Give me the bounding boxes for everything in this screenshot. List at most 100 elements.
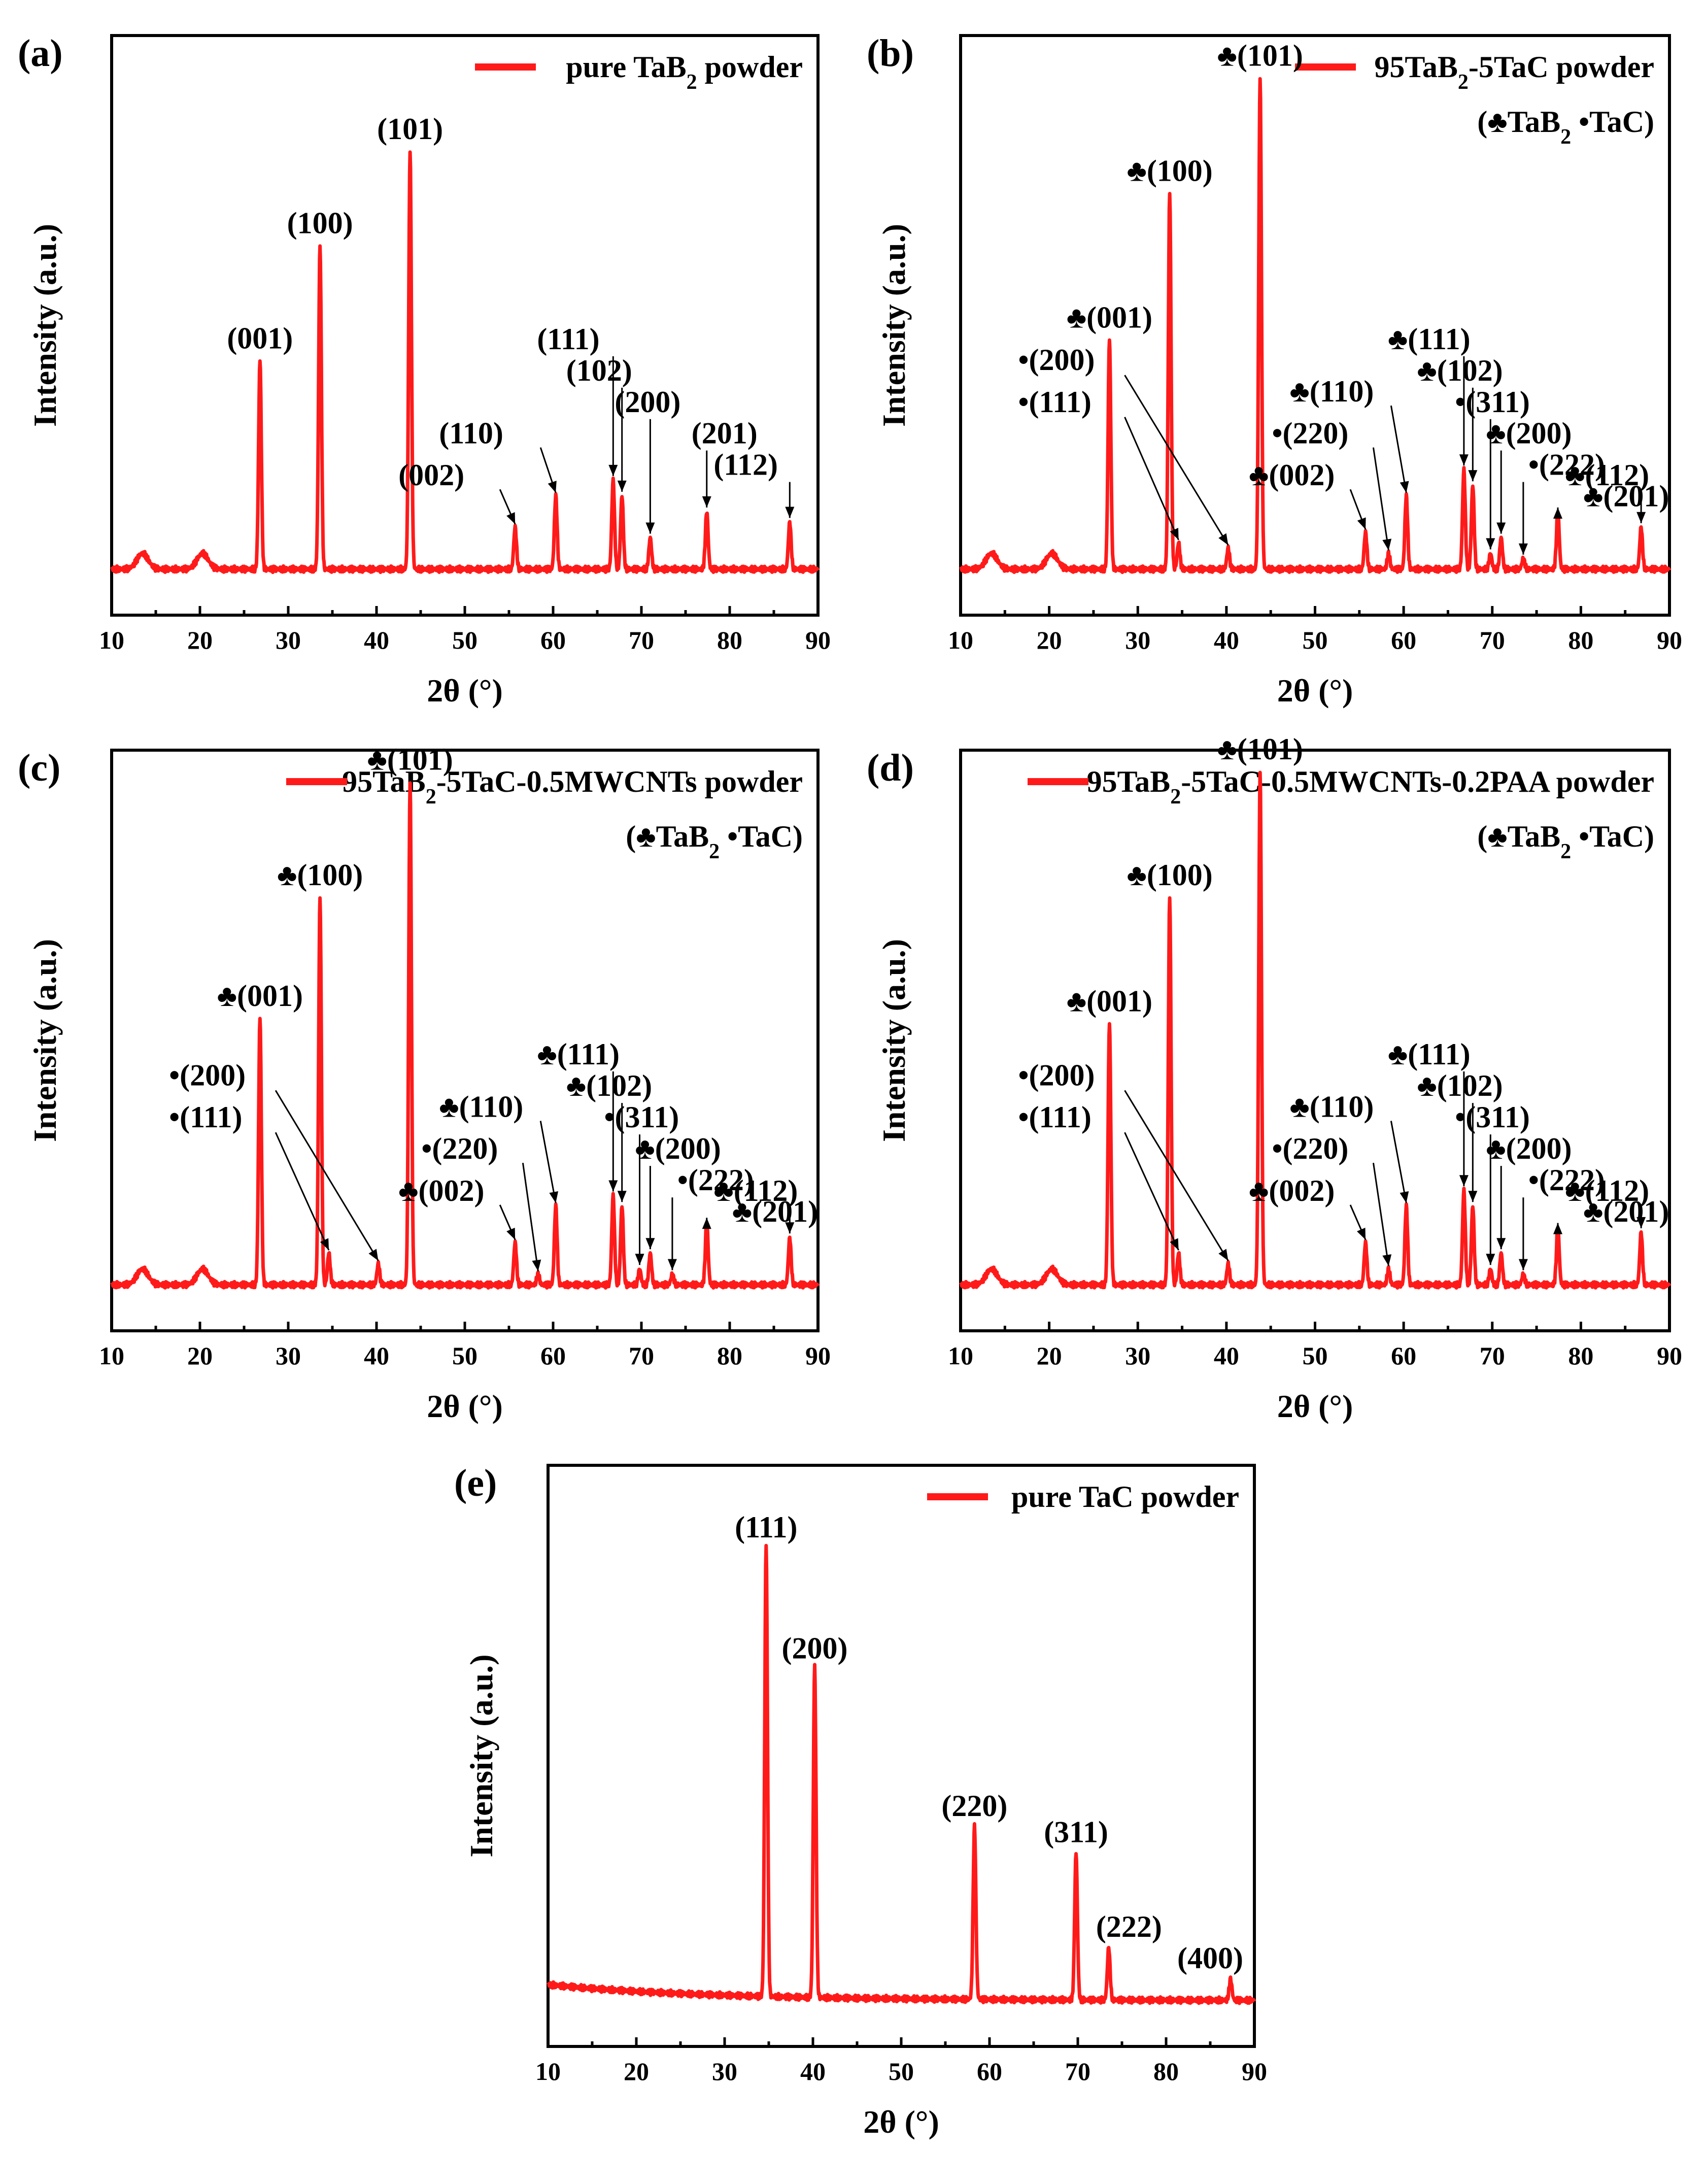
- peak-arrowhead: [617, 480, 627, 492]
- x-axis-label: 2θ (°): [863, 2104, 939, 2140]
- peak-arrowhead: [608, 1180, 618, 1192]
- peak-label: ♣(200): [1486, 417, 1572, 450]
- x-tick-label: 10: [99, 626, 124, 654]
- xrd-series-line: [547, 1543, 1256, 2005]
- plot-frame: [110, 749, 820, 1332]
- x-tick-label: 70: [1480, 626, 1505, 654]
- panel-tag: (a): [18, 32, 63, 75]
- x-tick-label: 30: [276, 1341, 301, 1370]
- peak-arrowhead: [617, 1191, 627, 1202]
- x-tick-label: 50: [452, 1341, 478, 1370]
- x-tick-label: 20: [187, 1341, 213, 1370]
- x-tick-label: 20: [624, 2057, 649, 2086]
- peak-arrowhead: [702, 1218, 711, 1229]
- x-tick-label: 80: [717, 626, 742, 654]
- y-axis-label: Intensity (a.u.): [27, 939, 63, 1142]
- peak-label: ♣(100): [277, 858, 363, 892]
- peak-arrowhead: [1170, 527, 1179, 540]
- peak-label: ♣(001): [1067, 984, 1152, 1018]
- peak-arrowhead: [1218, 1249, 1229, 1261]
- panel-d: 10 20 30 40 50 60 70 80 90 2θ (°) Intensity (a.u.)…: [867, 732, 1682, 1424]
- peak-arrowhead: [702, 496, 711, 508]
- peak-arrowhead: [1468, 470, 1478, 482]
- peak-label: (101): [377, 112, 443, 146]
- phase-key: (♣TaB2 •TaC): [1477, 820, 1654, 863]
- peak-label: ♣(112): [713, 1174, 798, 1207]
- peak-label: (110): [439, 417, 503, 450]
- legend-label: 95TaB2-5TaC-0.5MWCNTs-0.2PAA powder: [1087, 765, 1654, 809]
- peak-label: ♣(200): [1486, 1132, 1572, 1165]
- peak-arrowhead: [1486, 538, 1495, 550]
- peak-arrowhead: [1553, 507, 1562, 519]
- peak-label: •(111): [1018, 385, 1092, 419]
- x-axis-label: 2θ (°): [427, 673, 503, 709]
- x-tick-label: 70: [629, 1341, 654, 1370]
- peak-label: ♣(002): [1249, 458, 1335, 492]
- peak-label: ♣(002): [1249, 1174, 1335, 1207]
- peak-arrowhead: [1400, 481, 1409, 493]
- peak-arrowhead: [1170, 1238, 1179, 1251]
- peak-arrowhead: [1459, 1175, 1469, 1187]
- x-tick-label: 40: [364, 626, 389, 654]
- peak-arrow: [1124, 1132, 1179, 1251]
- peak-label: (001): [227, 322, 293, 355]
- peak-label: (201): [692, 417, 758, 450]
- panel-tag: (b): [867, 32, 914, 75]
- peak-arrowhead: [532, 1259, 541, 1271]
- peak-label: (400): [1177, 1941, 1243, 1975]
- peak-label: •(311): [1455, 1100, 1530, 1134]
- plot-frame: [547, 1464, 1256, 2048]
- peak-label: ♣(101): [1217, 732, 1303, 766]
- plot-frame: [110, 34, 820, 617]
- peak-label: •(220): [421, 1132, 498, 1165]
- peak-label: (111): [537, 322, 599, 356]
- peak-label: ♣(112): [1565, 1174, 1649, 1207]
- peak-label: (220): [941, 1789, 1007, 1823]
- peak-arrow: [1124, 1090, 1229, 1261]
- y-axis-label: Intensity (a.u.): [463, 1654, 499, 1857]
- legend-label: pure TaC powder: [1011, 1480, 1239, 1514]
- peak-arrowhead: [1459, 454, 1469, 466]
- peak-label: ♣(200): [635, 1132, 721, 1165]
- xrd-series-line: [110, 150, 820, 574]
- peak-label: •(200): [169, 1058, 246, 1092]
- x-tick-label: 20: [187, 626, 213, 654]
- x-tick-label: 50: [1303, 626, 1328, 654]
- phase-key: (♣TaB2 •TaC): [626, 820, 803, 863]
- x-tick-label: 40: [1214, 626, 1239, 654]
- x-tick-label: 20: [1037, 1341, 1062, 1370]
- peak-arrowhead: [785, 507, 795, 518]
- peak-label: ♣(111): [1388, 1037, 1471, 1071]
- peak-label: (102): [566, 354, 632, 387]
- peak-label: (112): [713, 448, 778, 482]
- x-tick-label: 90: [1242, 2057, 1267, 2086]
- xrd-series-line: [110, 781, 820, 1290]
- peak-label: ♣(111): [1388, 322, 1471, 356]
- peak-arrowhead: [785, 1222, 795, 1234]
- x-tick-label: 80: [1153, 2057, 1179, 2086]
- peak-arrowhead: [1518, 543, 1528, 555]
- peak-arrow: [539, 1121, 557, 1203]
- peak-arrowhead: [667, 1259, 677, 1270]
- peak-arrow: [275, 1090, 379, 1261]
- x-tick-label: 50: [452, 626, 478, 654]
- peak-label: •(311): [604, 1100, 679, 1134]
- panel-c: 10 20 30 40 50 60 70 80 90 2θ (°) Intensity (a.u.)…: [18, 743, 831, 1424]
- peak-arrow: [1124, 375, 1229, 546]
- x-tick-label: 70: [1065, 2057, 1090, 2086]
- peak-label: •(220): [1272, 1132, 1348, 1165]
- peak-arrowhead: [1468, 1191, 1478, 1202]
- peak-label: ♣(001): [1067, 300, 1152, 334]
- peak-arrowhead: [1636, 512, 1646, 523]
- peak-arrowhead: [1218, 533, 1229, 546]
- x-tick-label: 50: [889, 2057, 914, 2086]
- legend-label: pure TaB2 powder: [566, 50, 803, 94]
- x-tick-label: 10: [535, 2057, 561, 2086]
- peak-label: •(220): [1272, 417, 1348, 450]
- peak-label: ♣(111): [537, 1037, 620, 1071]
- x-tick-label: 60: [1391, 1341, 1416, 1370]
- peak-arrow: [1390, 1121, 1407, 1203]
- peak-label: ♣(102): [1417, 1069, 1503, 1102]
- x-tick-label: 80: [1568, 1341, 1593, 1370]
- peak-label: ♣(002): [398, 1174, 484, 1207]
